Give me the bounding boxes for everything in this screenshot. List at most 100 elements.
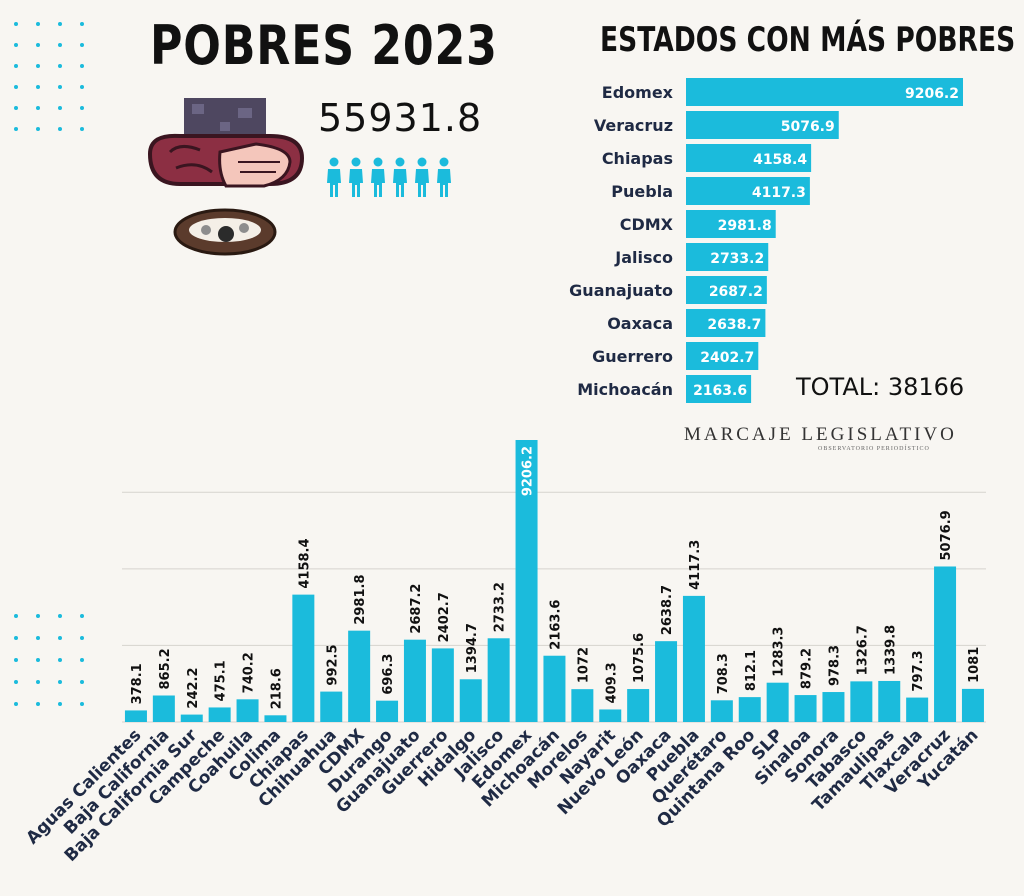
hbar-value-label: 5076.9 [781, 119, 835, 135]
dot [80, 636, 84, 640]
vbar [878, 680, 901, 722]
hbar-category-label: Guerrero [592, 347, 673, 366]
vbar [152, 695, 175, 722]
vbar [850, 681, 873, 722]
hbar-category-label: Oaxaca [607, 314, 673, 333]
vbar-value-label: 740.2 [242, 652, 257, 693]
dot [36, 64, 40, 68]
vbar [738, 697, 761, 722]
dot [36, 636, 40, 640]
hbar [686, 276, 767, 304]
vbar [124, 710, 147, 722]
vbar-value-label: 1072 [576, 647, 591, 683]
hbar-value-label: 2687.2 [709, 284, 763, 300]
dot [14, 658, 18, 662]
vbar-value-label: 708.3 [716, 653, 731, 694]
hbar-value-label: 2163.6 [693, 383, 747, 399]
hbar-category-label: Guanajuato [569, 281, 673, 300]
dot [36, 106, 40, 110]
hbar-value-label: 2981.8 [718, 218, 772, 234]
dot [80, 85, 84, 89]
hbar-category-label: Jalisco [614, 248, 673, 267]
vbar-value-label: 2733.2 [493, 582, 508, 632]
hbar-value-label: 4117.3 [752, 185, 806, 201]
dot [58, 64, 62, 68]
dot [80, 658, 84, 662]
dot [58, 106, 62, 110]
dot [36, 43, 40, 47]
top-states-total: TOTAL: 38166 [796, 373, 965, 401]
hbar-category-label: Chiapas [602, 149, 673, 168]
dot [36, 127, 40, 131]
page-title: POBRES 2023 [150, 14, 498, 77]
dot [36, 614, 40, 618]
vbar [766, 682, 789, 722]
hbar-category-label: Veracruz [594, 116, 673, 135]
vbar [934, 566, 957, 722]
dot [14, 702, 18, 706]
hbar [686, 243, 769, 271]
person-icon [371, 157, 385, 197]
total-poor-value: 55931.8 [318, 96, 483, 140]
vbar-value-label: 9206.2 [521, 446, 536, 496]
vbar [403, 639, 426, 722]
vbar [264, 715, 287, 722]
vbar [599, 709, 622, 722]
vbar-value-label: 992.5 [325, 644, 340, 685]
hbar-value-label: 4158.4 [753, 152, 807, 168]
vbar-value-label: 409.3 [604, 662, 619, 703]
hbar-value-label: 2733.2 [710, 251, 764, 267]
dot [14, 636, 18, 640]
vbar-value-label: 2638.7 [660, 585, 675, 635]
vbar [627, 689, 650, 722]
hbar [686, 144, 812, 172]
vbar-value-label: 1339.8 [883, 625, 898, 675]
vbar-value-label: 2163.6 [548, 600, 563, 650]
dot [14, 106, 18, 110]
person-icon [437, 157, 451, 197]
vbar [236, 699, 259, 722]
dot [58, 680, 62, 684]
dot-grid-bottom [14, 614, 84, 706]
vbar [906, 697, 929, 722]
dot [14, 22, 18, 26]
hbar-value-label: 9206.2 [905, 86, 959, 102]
vbar [682, 595, 705, 722]
vbar [348, 630, 371, 722]
vbar-value-label: 879.2 [800, 648, 815, 689]
vbar [655, 641, 678, 722]
dot [36, 22, 40, 26]
vbar [320, 691, 343, 722]
vbar [710, 700, 733, 722]
vbar [515, 440, 538, 722]
hbar-category-label: Edomex [602, 83, 674, 102]
vbar [180, 714, 203, 722]
vbar-value-label: 2981.8 [353, 574, 368, 624]
vbar-value-label: 5076.9 [939, 510, 954, 560]
dot [14, 614, 18, 618]
vbar-value-label: 797.3 [911, 650, 926, 691]
person-icon [415, 157, 429, 197]
vbar [961, 688, 984, 722]
dot [36, 658, 40, 662]
hbar [686, 210, 776, 238]
dot [14, 680, 18, 684]
dot [36, 85, 40, 89]
dot [80, 127, 84, 131]
vbar-value-label: 1075.6 [632, 633, 647, 683]
vbar-value-label: 4158.4 [297, 538, 312, 588]
dot [58, 127, 62, 131]
vbar-value-label: 4117.3 [688, 540, 703, 590]
hbar [686, 309, 766, 337]
vbar-value-label: 475.1 [214, 660, 229, 701]
vbar [459, 679, 482, 722]
people-group-icon [327, 157, 451, 197]
dot [80, 702, 84, 706]
dot [58, 658, 62, 662]
dot [36, 702, 40, 706]
top-states-bar-chart: Edomex 9206.2 Veracruz 5076.9 Chiapas 4158.4 P… [569, 78, 963, 403]
dot [58, 43, 62, 47]
dot [58, 614, 62, 618]
vbar-value-label: 242.2 [186, 667, 201, 708]
